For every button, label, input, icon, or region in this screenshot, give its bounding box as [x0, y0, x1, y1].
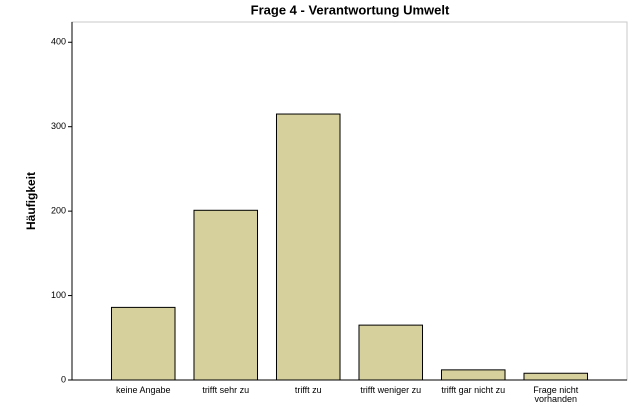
x-tick-label: trifft zu [294, 385, 322, 395]
y-tick-label: 100 [51, 290, 66, 300]
chart-title: Frage 4 - Verantwortung Umwelt [251, 2, 450, 17]
x-tick-label: Frage nicht vorhanden [533, 385, 579, 404]
bar [275, 113, 341, 381]
bar [193, 209, 259, 381]
bar [110, 306, 176, 381]
x-tick-label: trifft gar nicht zu [441, 385, 506, 395]
bar [523, 372, 589, 381]
x-tick-label: trifft weniger zu [360, 385, 422, 395]
x-tick-label: trifft sehr zu [202, 385, 250, 395]
bar [358, 324, 424, 381]
y-tick-label: 0 [61, 374, 66, 384]
y-tick-label: 400 [51, 37, 66, 47]
bar [440, 369, 506, 381]
y-tick-label: 200 [51, 206, 66, 216]
y-axis-label: Häufigkeit [24, 172, 38, 230]
y-tick-label: 300 [51, 121, 66, 131]
x-tick-label: keine Angabe [115, 385, 171, 395]
